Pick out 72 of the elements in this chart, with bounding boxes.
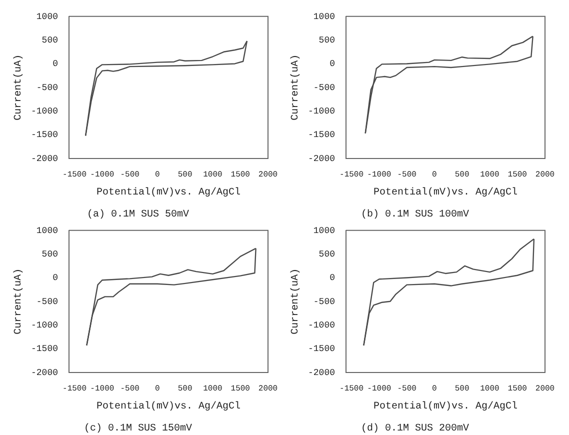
x-tick-label: -500 <box>120 170 140 180</box>
x-tick-label: 1500 <box>508 384 528 394</box>
y-tick-label: -2000 <box>30 154 58 164</box>
y-tick-label: 1000 <box>36 12 58 22</box>
y-tick-label: 0 <box>330 273 336 284</box>
y-tick-label: 500 <box>42 35 58 46</box>
y-tick-label: -1000 <box>30 106 58 116</box>
x-tick-label: 0 <box>155 170 160 180</box>
y-axis-title: Current(uA) <box>290 54 302 120</box>
y-tick-label: -2000 <box>308 368 336 378</box>
x-tick-label: 500 <box>454 384 470 394</box>
x-tick-label: -1000 <box>90 170 114 180</box>
x-tick-label: -1000 <box>367 384 392 394</box>
y-tick-label: 500 <box>318 249 336 260</box>
y-tick-label: -500 <box>36 82 58 93</box>
x-tick-label: 1000 <box>203 384 223 394</box>
y-tick-label: -2000 <box>308 154 336 164</box>
x-tick-label: 1500 <box>508 170 528 180</box>
y-axis-title: Current(uA) <box>290 268 302 334</box>
y-tick-label: -500 <box>313 296 336 307</box>
y-tick-label: -1500 <box>308 130 336 140</box>
x-tick-label: 1000 <box>480 384 500 394</box>
x-tick-label: 1500 <box>230 384 250 394</box>
x-tick-label: -1000 <box>367 170 392 180</box>
x-tick-label: 2000 <box>258 384 278 394</box>
x-tick-label: 0 <box>155 384 160 394</box>
x-tick-label: 0 <box>432 384 438 394</box>
y-tick-label: -1000 <box>30 320 58 330</box>
x-tick-label: -1500 <box>62 384 87 394</box>
y-tick-label: 0 <box>52 273 58 284</box>
y-tick-label: -1000 <box>308 106 336 116</box>
y-tick-label: 0 <box>52 59 58 70</box>
y-tick-label: 1000 <box>313 12 336 22</box>
x-tick-label: -1500 <box>62 170 87 180</box>
y-axis-title: Current(uA) <box>12 54 25 120</box>
x-tick-label: -500 <box>120 384 140 394</box>
x-tick-label: 1000 <box>480 170 500 180</box>
x-axis-title: Potential(mV)vs. Ag/AgCl <box>373 400 518 413</box>
text: (c) 0.1M SUS 150mV <box>84 422 192 435</box>
x-tick-label: 1500 <box>230 170 250 180</box>
x-tick-label: 2000 <box>535 384 555 394</box>
y-tick-label: -2000 <box>30 368 58 378</box>
x-tick-label: -1000 <box>90 384 114 394</box>
x-tick-label: 1000 <box>203 170 223 180</box>
y-tick-label: 500 <box>42 249 58 260</box>
y-tick-label: 0 <box>330 59 336 70</box>
text: (b) 0.1M SUS 100mV <box>360 208 470 221</box>
y-tick-label: -1000 <box>308 320 336 330</box>
x-axis-title: Potential(mV)vs. Ag/AgCl <box>96 400 241 413</box>
x-axis-title: Potential(mV)vs. Ag/AgCl <box>373 186 518 199</box>
x-tick-label: -500 <box>397 170 417 180</box>
x-tick-label: 2000 <box>258 170 278 180</box>
text: (d) 0.1M SUS 200mV <box>360 422 470 435</box>
x-tick-label: 0 <box>432 170 438 180</box>
y-tick-label: -500 <box>313 82 336 93</box>
y-tick-label: 500 <box>318 35 336 46</box>
text: (a) 0.1M SUS 50mV <box>86 208 190 221</box>
y-tick-label: -1500 <box>308 344 336 354</box>
x-tick-label: 500 <box>178 170 192 180</box>
y-tick-label: -1500 <box>30 130 58 140</box>
x-tick-label: -1500 <box>340 170 364 180</box>
x-tick-label: 500 <box>178 384 192 394</box>
x-tick-label: 500 <box>454 170 470 180</box>
y-axis-title: Current(uA) <box>12 268 25 334</box>
x-axis-title: Potential(mV)vs. Ag/AgCl <box>96 186 241 199</box>
x-tick-label: -500 <box>397 384 417 394</box>
x-tick-label: 2000 <box>535 170 555 180</box>
x-tick-label: -1500 <box>340 384 364 394</box>
y-tick-label: -500 <box>36 296 58 307</box>
y-tick-label: -1500 <box>30 344 58 354</box>
y-tick-label: 1000 <box>36 226 58 236</box>
y-tick-label: 1000 <box>313 226 336 236</box>
